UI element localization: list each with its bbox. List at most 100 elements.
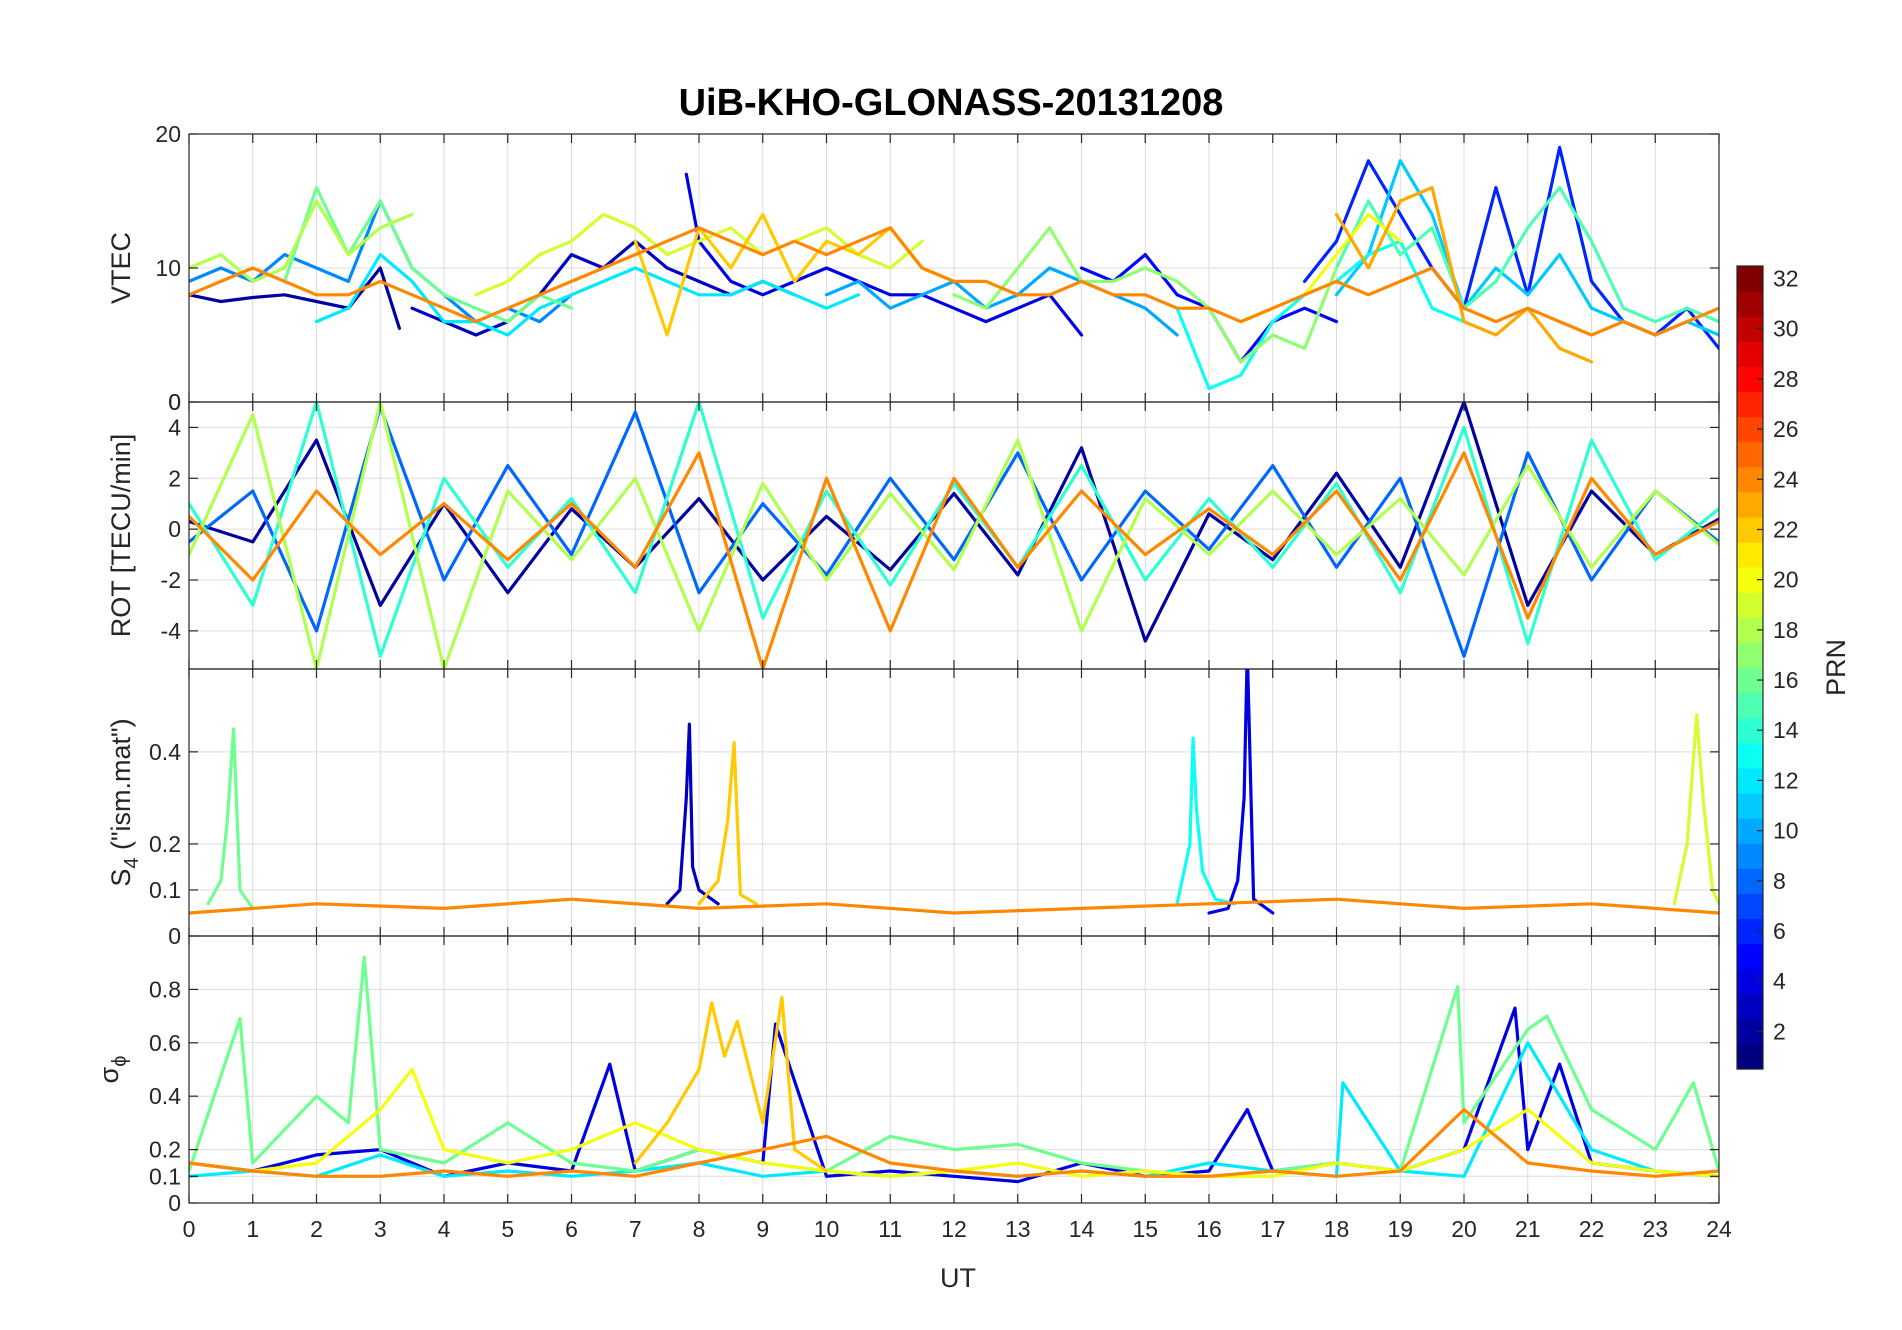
y-tick-label: 0.1: [149, 1163, 181, 1189]
colorbar-swatch: [1737, 843, 1763, 869]
colorbar-tick-label: 30: [1773, 316, 1799, 342]
colorbar-swatch: [1737, 993, 1763, 1020]
series-prn-3: [665, 722, 720, 906]
series-prn-16: [189, 955, 1719, 1178]
y-tick-label: -2: [161, 567, 181, 593]
x-tick-label: 23: [1642, 1216, 1668, 1242]
colorbar-swatch: [1737, 742, 1763, 769]
colorbar-swatch: [1737, 893, 1763, 920]
x-tick-label: 14: [1069, 1216, 1095, 1242]
x-tick-label: 21: [1515, 1216, 1541, 1242]
y-label-sub: 4: [121, 858, 143, 869]
colorbar-tick-label: 20: [1773, 567, 1799, 593]
series-prn-4: [1207, 669, 1275, 915]
colorbar-tick-label: 32: [1773, 266, 1799, 292]
colorbar-tick-label: 28: [1773, 366, 1799, 392]
colorbar-swatch: [1737, 542, 1763, 568]
colorbar-swatch: [1737, 441, 1763, 468]
series-prn-8: [189, 405, 1719, 658]
x-tick-label: 24: [1706, 1216, 1732, 1242]
x-axis: 0 1 2 3 4 5 6 7 8 9 10 11 12 13 14 15 16 17 18 19 20 21 22 23 24: [183, 1216, 1732, 1242]
colorbar-swatch: [1737, 692, 1763, 719]
colorbar-swatch: [1737, 1043, 1763, 1070]
y-axis-label-sigma_phi: σϕ: [94, 1056, 131, 1084]
y-tick-label: 2: [168, 465, 181, 491]
colorbar-tick-label: 18: [1773, 617, 1799, 643]
grid-vtec: [188, 133, 1720, 403]
y-tick-label: 0.4: [149, 739, 181, 765]
colorbar-swatch: [1737, 391, 1763, 418]
y-tick-label: 0: [168, 923, 181, 949]
x-tick-label: 12: [941, 1216, 967, 1242]
series-prn-10: [824, 266, 1179, 337]
y-tick-label: 20: [155, 121, 181, 147]
series-prn-16: [283, 186, 574, 324]
y-tick-label: 4: [168, 414, 181, 440]
series-prn-23: [1334, 186, 1594, 364]
series-prn-15: [1334, 186, 1719, 324]
colorbar-tick-label: 26: [1773, 416, 1799, 442]
series-prn-12: [314, 253, 860, 337]
x-tick-label: 1: [246, 1216, 259, 1242]
grid-sigma_phi: [188, 936, 1720, 1204]
colorbar-swatch: [1737, 592, 1763, 618]
colorbar-tick-label: 22: [1773, 516, 1799, 542]
panel-vtec: 0 10 20 VTEC: [106, 121, 1720, 415]
chart-title: UiB-KHO-GLONASS-20131208: [679, 82, 1224, 124]
y-tick-label: 10: [155, 255, 181, 281]
y-tick-label: 0.1: [149, 877, 181, 903]
grid-rot: [188, 402, 1720, 669]
series-prn-4: [189, 1006, 1719, 1184]
colorbar-tick-label: 14: [1773, 717, 1799, 743]
colorbar-tick-label: 2: [1773, 1018, 1786, 1044]
x-tick-label: 10: [814, 1216, 840, 1242]
y-axis-label-vtec: VTEC: [106, 232, 136, 304]
colorbar-swatch: [1737, 341, 1763, 367]
series-prn-24: [189, 1107, 1719, 1178]
panel-sigma_phi: 00.10.2 0.4 0.6 0.8 σϕ: [94, 935, 1720, 1216]
y-tick-label: -4: [161, 618, 182, 644]
x-tick-label: 15: [1132, 1216, 1158, 1242]
series-prn-20: [189, 1067, 1719, 1178]
series-prn-19: [1672, 713, 1719, 906]
x-tick-label: 9: [756, 1216, 769, 1242]
x-tick-label: 17: [1260, 1216, 1286, 1242]
panel-s4: 00.10.20.4S4 ("ism.mat"): [106, 668, 1720, 949]
y-label-main: S: [106, 869, 136, 887]
x-tick-label: 18: [1324, 1216, 1350, 1242]
colorbar-frame: [1736, 265, 1764, 1070]
grid-s4: [188, 669, 1720, 937]
y-tick-label: 0: [168, 516, 181, 542]
x-tick-label: 20: [1451, 1216, 1477, 1242]
y-tick-label: 0.6: [149, 1030, 181, 1056]
y-tick-label: 0.2: [149, 831, 181, 857]
colorbar-swatch: [1737, 943, 1763, 970]
series-prn-22: [633, 995, 829, 1173]
x-tick-label: 4: [438, 1216, 451, 1242]
colorbar-label: PRN: [1821, 639, 1851, 696]
colorbar-tick-label: 4: [1773, 968, 1786, 994]
x-tick-label: 0: [183, 1216, 196, 1242]
colorbar-tick-label: 16: [1773, 667, 1799, 693]
colorbar-tick-label: 8: [1773, 868, 1786, 894]
colorbar-tick-label: 24: [1773, 466, 1799, 492]
series-prn-4: [684, 172, 1084, 337]
x-tick-label: 2: [310, 1216, 323, 1242]
series-prn-2: [189, 266, 401, 330]
series-prn-13: [1143, 239, 1466, 391]
y-tick-label: 0: [168, 389, 181, 415]
colorbar-swatch: [1737, 642, 1763, 669]
x-axis-label: UT: [940, 1263, 976, 1293]
colorbar-tick-label: 6: [1773, 918, 1786, 944]
series-prn-24: [189, 451, 1719, 669]
series-prn-16: [206, 727, 255, 910]
y-tick-label: 0.8: [149, 976, 181, 1002]
y-tick-label: 0: [168, 389, 181, 415]
series-prn-14: [189, 402, 1719, 658]
x-tick-label: 13: [1005, 1216, 1031, 1242]
colorbar-tick-label: 12: [1773, 767, 1799, 793]
series-prn-24: [189, 226, 1719, 337]
colorbar-swatch: [1737, 291, 1763, 317]
colorbar-swatch: [1737, 491, 1763, 518]
